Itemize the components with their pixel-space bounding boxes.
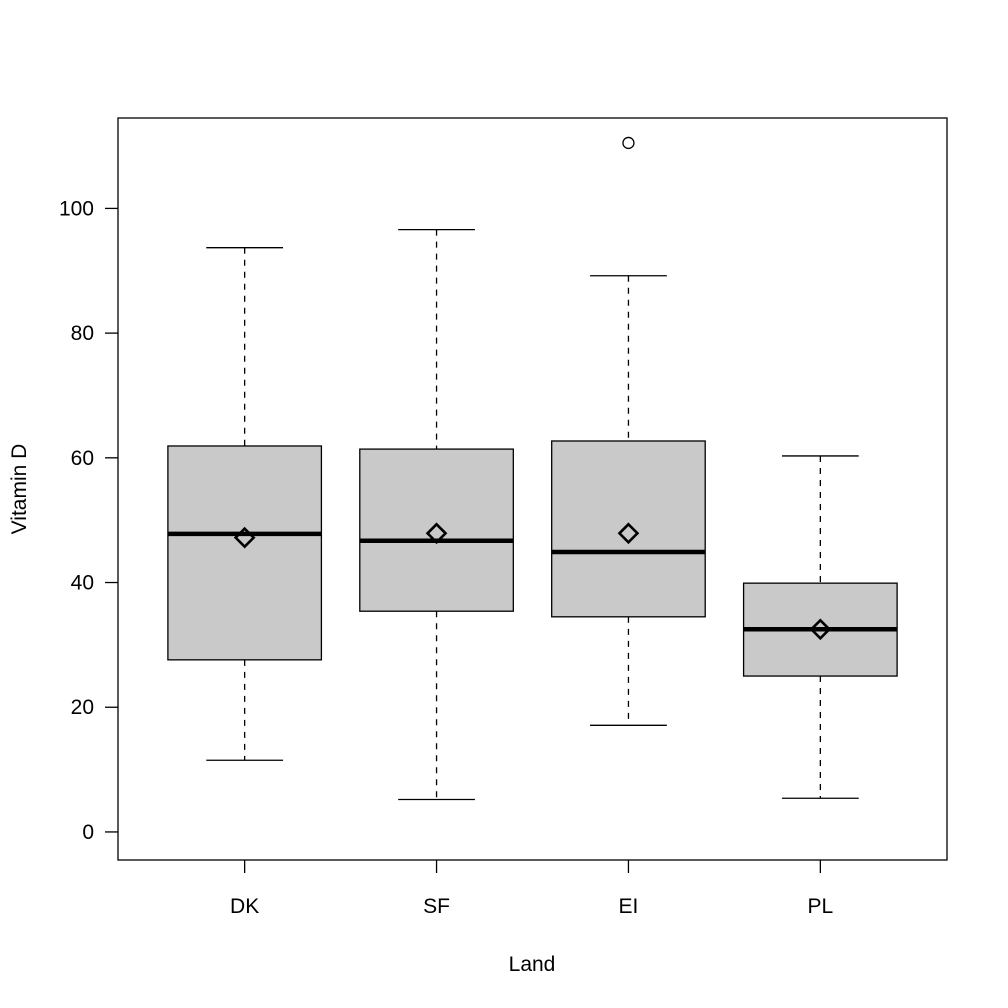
box-iqr — [551, 440, 706, 618]
y-tick-label: 60 — [71, 447, 94, 470]
outlier-point — [622, 136, 635, 150]
x-tick-label: PL — [808, 895, 834, 918]
box-sf — [359, 228, 514, 801]
box-iqr — [167, 445, 323, 661]
y-tick-label: 0 — [82, 821, 94, 844]
box-dk — [167, 247, 323, 761]
x-axis: DK SF EI PL — [230, 860, 833, 918]
box-ei — [551, 136, 706, 726]
y-tick-label: 40 — [71, 572, 94, 595]
plot-frame — [117, 117, 948, 861]
x-axis-title: Land — [509, 953, 556, 976]
mean-marker — [425, 522, 448, 545]
y-axis-title: Vitamin D — [8, 444, 31, 535]
y-tick-label: 20 — [71, 696, 94, 719]
x-tick-label: DK — [230, 895, 259, 918]
y-axis: 0 20 40 60 80 100 — [59, 197, 118, 844]
box-iqr — [359, 448, 514, 612]
y-tick-label: 80 — [71, 322, 94, 345]
x-tick-label: SF — [423, 895, 450, 918]
mean-marker — [233, 526, 256, 549]
mean-marker — [809, 618, 832, 641]
mean-marker — [617, 522, 640, 545]
y-tick-label: 100 — [59, 197, 94, 220]
x-tick-label: EI — [619, 895, 639, 918]
box-pl — [742, 455, 898, 799]
boxes-layer — [167, 136, 898, 801]
